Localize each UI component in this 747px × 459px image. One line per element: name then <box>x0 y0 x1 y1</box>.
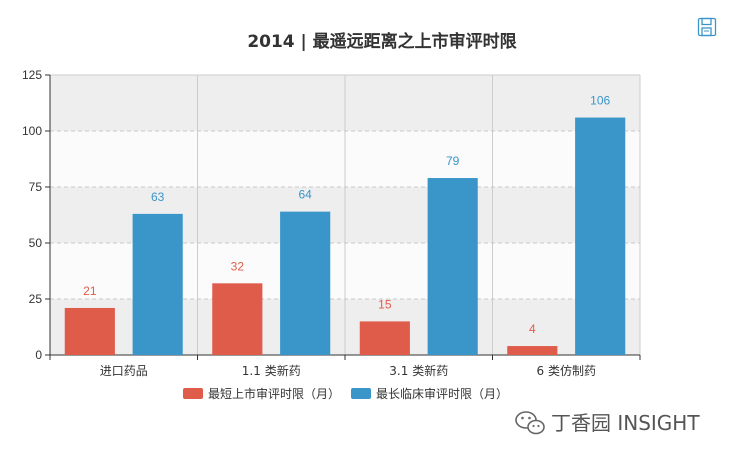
y-tick-label: 25 <box>29 292 43 306</box>
watermark-text: 丁香园 INSIGHT <box>551 411 700 435</box>
bar-max[interactable] <box>280 211 331 355</box>
legend-swatch[interactable] <box>183 388 203 399</box>
y-tick-label: 75 <box>29 180 43 194</box>
y-tick-label: 125 <box>22 68 42 82</box>
legend-label[interactable]: 最短上市审评时限（月） <box>208 386 340 401</box>
chart-title: 2014 | 最遥远距离之上市审评时限 <box>247 31 516 52</box>
data-label: 63 <box>151 190 165 204</box>
bar-min[interactable] <box>212 283 263 355</box>
watermark: 丁香园 INSIGHT <box>515 411 700 435</box>
data-label: 79 <box>446 154 460 168</box>
data-label: 32 <box>231 259 245 273</box>
x-tick-label: 1.1 类新药 <box>242 363 301 378</box>
save-image-icon[interactable] <box>697 17 717 37</box>
legend-label[interactable]: 最长临床审评时限（月） <box>376 386 508 401</box>
data-label: 106 <box>590 94 610 108</box>
wechat-icon <box>515 411 545 435</box>
plot-area: 0 25 50 75 100 125 进口药品 1.1 类新药 3.1 类新药 6 类仿制药 21 3… <box>22 68 641 378</box>
y-tick-label: 50 <box>29 236 43 250</box>
bar-max[interactable] <box>427 178 478 355</box>
y-tick-label: 0 <box>35 348 42 362</box>
legend-swatch[interactable] <box>351 388 371 399</box>
x-tick-label: 3.1 类新药 <box>389 363 448 378</box>
data-label: 4 <box>529 322 536 336</box>
bar-min[interactable] <box>507 346 558 355</box>
bar-min[interactable] <box>64 307 115 355</box>
bar-max[interactable] <box>132 213 183 355</box>
bar-min[interactable] <box>359 321 410 355</box>
x-tick-label: 6 类仿制药 <box>537 364 596 378</box>
legend: 最短上市审评时限（月） 最长临床审评时限（月） <box>183 386 508 401</box>
data-label: 15 <box>378 297 392 311</box>
data-label: 21 <box>83 284 97 298</box>
x-tick-label: 进口药品 <box>100 364 148 378</box>
data-label: 64 <box>298 188 312 202</box>
bar-max[interactable] <box>575 117 626 355</box>
y-tick-label: 100 <box>22 124 42 138</box>
